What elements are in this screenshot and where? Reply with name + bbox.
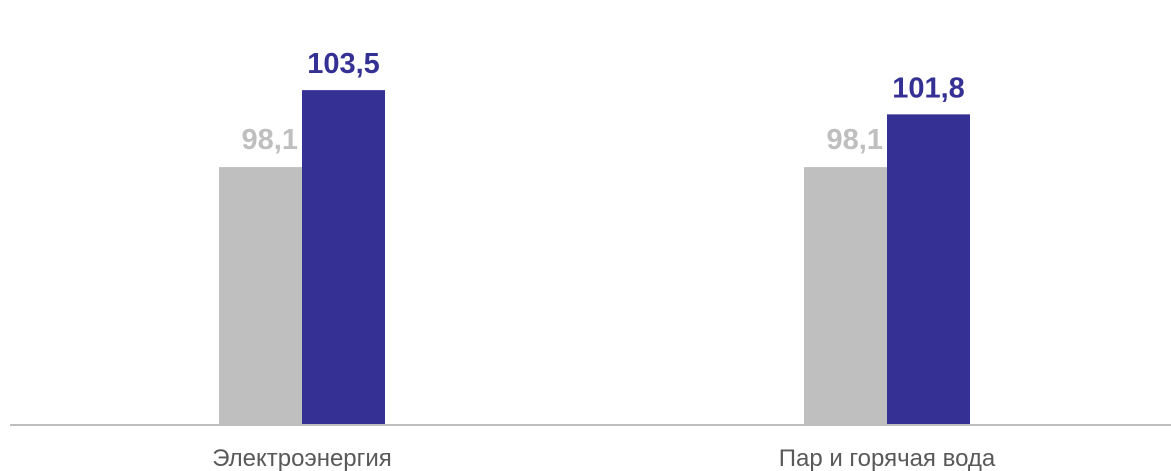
category-label-0: Электроэнергия xyxy=(212,445,392,471)
bar-series-0-category-1 xyxy=(804,167,887,425)
category-labels-layer: Электроэнергия Пар и горячая вода xyxy=(212,445,996,471)
value-labels-layer: 98,1 103,5 98,1 101,8 xyxy=(242,48,965,156)
bar-series-0-category-0 xyxy=(219,167,302,425)
data-label-series-1-category-1: 101,8 xyxy=(892,72,965,104)
data-label-series-0-category-0: 98,1 xyxy=(242,124,298,156)
data-label-series-0-category-1: 98,1 xyxy=(827,124,883,156)
category-label-1: Пар и горячая вода xyxy=(779,445,996,471)
data-label-series-1-category-0: 103,5 xyxy=(307,48,380,80)
bars-layer xyxy=(219,90,970,425)
bar-series-1-category-0 xyxy=(302,90,385,425)
bar-series-1-category-1 xyxy=(887,114,970,425)
